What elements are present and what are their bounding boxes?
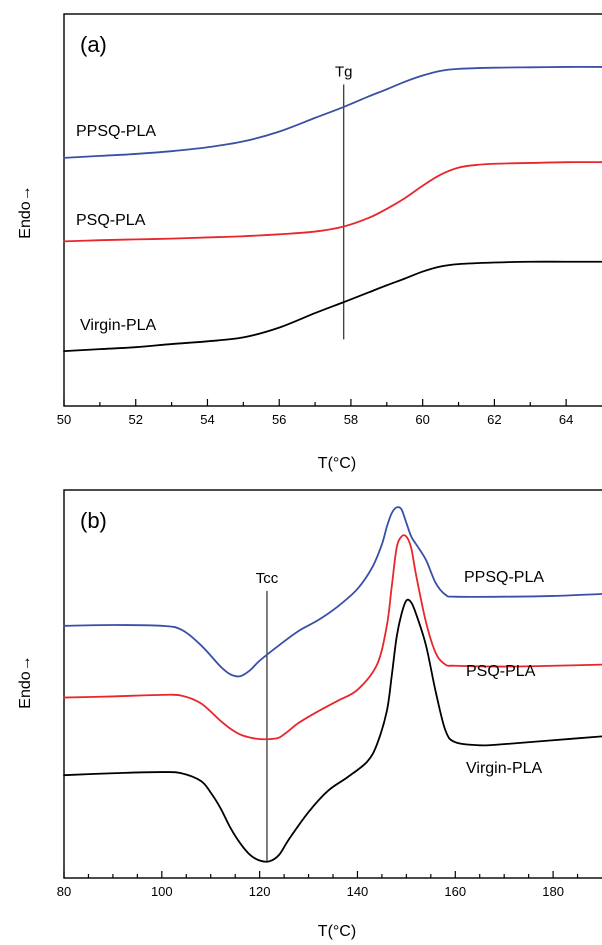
panel-b-series	[63, 506, 602, 863]
tick-label-a-62: 62	[487, 412, 501, 427]
tg-label: Tg	[335, 64, 353, 81]
tick-label-b-140: 140	[347, 884, 369, 899]
panel-b: (b) Endo→ T(°C) 80 100 120 140 160 180 Tcc PP…	[17, 489, 602, 940]
panel-a-x-axis-label: T(°C)	[318, 455, 356, 472]
tick-label-b-100: 100	[151, 884, 173, 899]
panel-b-series-label-virgin-pla: Virgin-PLA	[466, 760, 543, 777]
panel-a-series-label-virgin-pla: Virgin-PLA	[80, 317, 157, 334]
tick-label-a-60: 60	[415, 412, 429, 427]
panel-a-series-label-ppsq-pla: PPSQ-PLA	[76, 123, 156, 140]
panel-b-x-ticks: 80 100 120 140 160 180	[57, 871, 579, 899]
panel-a-tg-marker: Tg	[335, 64, 353, 340]
panel-b-series-label-psq-pla: PSQ-PLA	[466, 663, 536, 680]
series-line-a-psq-pla	[63, 161, 602, 243]
tick-label-b-80: 80	[57, 884, 71, 899]
panel-b-x-axis-label: T(°C)	[318, 923, 356, 940]
panel-b-series-label-ppsq-pla: PPSQ-PLA	[464, 569, 544, 586]
series-line-a-ppsq-pla	[63, 65, 602, 159]
panel-a-series	[63, 65, 602, 353]
tick-label-b-160: 160	[444, 884, 466, 899]
panel-b-tcc-marker: Tcc	[256, 570, 279, 863]
tick-label-a-50: 50	[57, 412, 71, 427]
tcc-label: Tcc	[256, 570, 279, 587]
tick-label-a-54: 54	[200, 412, 214, 427]
panel-a-series-label-psq-pla: PSQ-PLA	[76, 212, 146, 229]
series-line-a-virgin-pla	[63, 260, 602, 353]
panel-a: (a) Endo→ T(°C) 50 52 54 56 58 60 62 64 Tg PPSQ…	[17, 13, 602, 472]
panel-b-plot-frame	[63, 489, 602, 879]
tick-label-a-56: 56	[272, 412, 286, 427]
tick-label-b-120: 120	[249, 884, 271, 899]
panel-a-x-ticks: 50 52 54 56 58 60 62 64	[57, 399, 573, 427]
panel-b-label: (b)	[80, 508, 107, 533]
series-line-b-ppsq-pla	[63, 506, 602, 678]
tick-label-b-180: 180	[542, 884, 564, 899]
panel-a-y-axis-label: Endo→	[17, 185, 34, 238]
panel-a-label: (a)	[80, 32, 107, 57]
series-line-b-virgin-pla	[63, 598, 602, 863]
series-line-b-psq-pla	[63, 534, 602, 741]
tick-label-a-58: 58	[344, 412, 358, 427]
tick-label-a-52: 52	[128, 412, 142, 427]
tick-label-a-64: 64	[559, 412, 573, 427]
panel-b-y-axis-label: Endo→	[17, 655, 34, 708]
panel-a-plot-frame	[63, 13, 602, 407]
